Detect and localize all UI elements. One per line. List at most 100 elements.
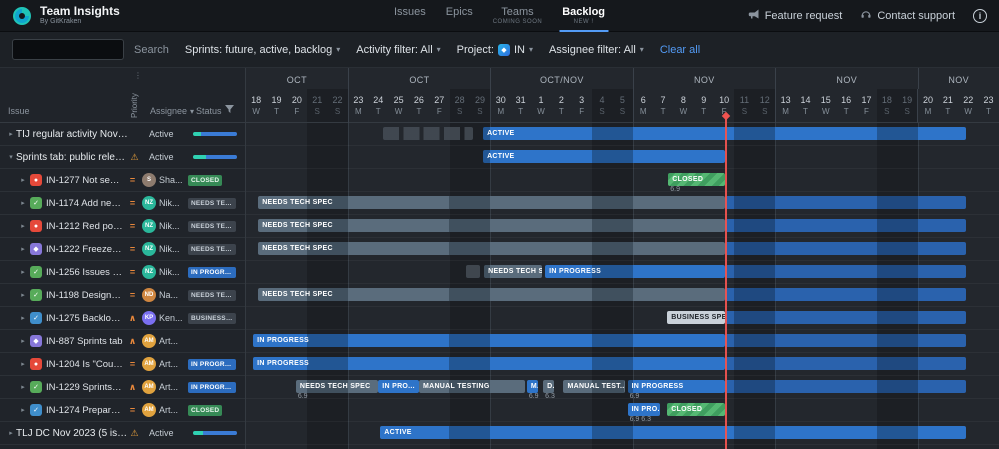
progress-bar[interactable]: IN PROGRESS: [545, 265, 726, 278]
timeline-row[interactable]: IN PRO... 6.9 6.3 CLOSED: [246, 399, 999, 423]
tab-epics[interactable]: Epics: [443, 0, 476, 32]
chevron-down-icon[interactable]: ▾: [9, 154, 13, 161]
tab-issues[interactable]: Issues: [391, 0, 429, 32]
chevron-right-icon[interactable]: ▸: [21, 315, 25, 322]
progress-bar[interactable]: IN PROGRESS: [627, 380, 726, 393]
spec-bar[interactable]: NEEDS TECH SPEC: [258, 196, 726, 209]
spec-bar[interactable]: NEEDS TECH S...: [484, 265, 543, 278]
issue-key-title: IN-1204 Is "Couldn'...: [46, 358, 123, 370]
planned-bar[interactable]: [725, 380, 967, 393]
month-boundary-line: [347, 123, 349, 449]
chevron-right-icon[interactable]: ▸: [21, 177, 25, 184]
day-letter: W: [252, 107, 260, 116]
planned-bar[interactable]: [725, 357, 967, 370]
info-icon[interactable]: i: [973, 8, 987, 23]
spec-bar[interactable]: MANUAL TESTING: [418, 380, 525, 393]
chevron-right-icon[interactable]: ▸: [21, 269, 25, 276]
planned-bar[interactable]: [725, 311, 967, 324]
closed-bar[interactable]: CLOSED: [668, 173, 726, 186]
planned-bar[interactable]: [725, 334, 967, 347]
tab-backlog[interactable]: Backlog NEW !: [559, 0, 609, 32]
project-filter[interactable]: Project: ◆ IN ▾: [457, 43, 533, 56]
timeline-row[interactable]: IN PROGRESS: [246, 330, 999, 353]
activity-filter[interactable]: Activity filter: All ▾: [356, 44, 440, 56]
spec-bar[interactable]: NEEDS TECH SPEC: [295, 380, 379, 393]
tab-teams[interactable]: Teams COMING SOON: [490, 0, 546, 32]
active-bar[interactable]: ACTIVE: [380, 426, 967, 439]
spec-bar[interactable]: NEEDS TECH SPEC: [258, 219, 726, 232]
spec-bar[interactable]: MANUAL TEST...: [563, 380, 625, 393]
chevron-right-icon[interactable]: ▸: [9, 430, 13, 437]
progress-bar[interactable]: IN PROGRESS: [253, 357, 726, 370]
column-header-priority[interactable]: Priority: [130, 93, 139, 118]
chevron-right-icon[interactable]: ▸: [21, 223, 25, 230]
sprints-filter[interactable]: Sprints: future, active, backlog ▾: [185, 44, 340, 56]
column-header-issue[interactable]: Issue: [8, 106, 30, 116]
month-group: NOV: [917, 68, 999, 89]
planned-bar[interactable]: [725, 265, 967, 278]
sprint-row[interactable]: ▾ Sprints tab: public releas... ⚠ Active: [0, 146, 245, 169]
timeline-row[interactable]: NEEDS TECH SPEC: [246, 192, 999, 215]
timeline-row[interactable]: ACTIVE: [246, 422, 999, 445]
search-button[interactable]: Search: [134, 43, 169, 56]
timeline-row[interactable]: IN PROGRESS: [246, 353, 999, 376]
timeline-row[interactable]: ACTIVE: [246, 146, 999, 169]
ghost-bar[interactable]: [383, 127, 473, 140]
column-resize-handle[interactable]: ⋮: [134, 71, 142, 80]
active-bar[interactable]: ACTIVE: [483, 150, 726, 163]
assignee-filter[interactable]: Assignee filter: All ▾: [549, 44, 644, 56]
timeline-row[interactable]: NEEDS TECH SPEC: [246, 215, 999, 238]
timeline-row[interactable]: NEEDS TECH SPEC 6.9 IN PRO... MANUAL TESTIN…: [246, 376, 999, 400]
search-input[interactable]: [12, 39, 124, 60]
closed-bar[interactable]: CLOSED: [667, 403, 726, 416]
sprint-row[interactable]: ▸ TLJ DC Nov 2023 (5 issu... ⚠ Active: [0, 422, 245, 445]
clear-all-link[interactable]: Clear all: [659, 43, 701, 56]
issue-row[interactable]: ▸ ◆ IN-887 Sprints tab ∧ AM Art...: [0, 330, 245, 353]
timeline-row[interactable]: ACTIVE: [246, 123, 999, 146]
chevron-right-icon[interactable]: ▸: [21, 200, 25, 207]
chevron-right-icon[interactable]: ▸: [21, 292, 25, 299]
planned-bar[interactable]: [725, 288, 967, 301]
spec-bar[interactable]: D...: [543, 380, 555, 393]
timeline-row[interactable]: NEEDS TECH SPEC: [246, 238, 999, 261]
timeline-row[interactable]: BUSINESS SPEC: [246, 307, 999, 330]
column-header-status[interactable]: Status: [196, 105, 234, 116]
feature-request-button[interactable]: Feature request: [748, 8, 842, 23]
planned-bar[interactable]: [725, 219, 967, 232]
sprint-row[interactable]: ▸TIJ regular activity Nov'23 (... Active: [0, 123, 245, 146]
bspec-bar[interactable]: BUSINESS SPEC: [667, 311, 726, 324]
spec-bar[interactable]: NEEDS TECH SPEC: [258, 288, 726, 301]
progress-bar[interactable]: M...: [526, 380, 539, 393]
chevron-right-icon[interactable]: ▸: [21, 338, 25, 345]
progress-bar[interactable]: IN PRO...: [627, 403, 661, 416]
contact-support-button[interactable]: Contact support: [860, 8, 955, 23]
chevron-right-icon[interactable]: ▸: [21, 361, 25, 368]
bar-weekend-shade: [897, 288, 918, 301]
spec-bar[interactable]: NEEDS TECH SPEC: [258, 242, 726, 255]
ghost-bar[interactable]: [465, 265, 480, 278]
timeline-row[interactable]: CLOSED 6.9: [246, 169, 999, 193]
active-bar[interactable]: ACTIVE: [483, 127, 967, 140]
chevron-right-icon[interactable]: ▸: [21, 246, 25, 253]
chevron-right-icon[interactable]: ▸: [9, 131, 13, 138]
progress-bar[interactable]: IN PRO...: [378, 380, 419, 393]
timeline-row[interactable]: NEEDS TECH SPEC: [246, 284, 999, 307]
column-header-assignee[interactable]: Assignee ▾: [150, 106, 194, 116]
planned-bar[interactable]: [725, 242, 967, 255]
avatar: S: [142, 173, 156, 187]
timeline-row[interactable]: NEEDS TECH S... IN PROGRESS: [246, 261, 999, 284]
chevron-right-icon[interactable]: ▸: [21, 384, 25, 391]
progress-bar[interactable]: IN PROGRESS: [253, 334, 726, 347]
issue-row[interactable]: ▸ ✓ IN-1229 Sprints re... ∧ AM Art... IN PROGR…: [0, 376, 245, 399]
planned-bar[interactable]: [725, 196, 967, 209]
chevron-right-icon[interactable]: ▸: [21, 407, 25, 414]
